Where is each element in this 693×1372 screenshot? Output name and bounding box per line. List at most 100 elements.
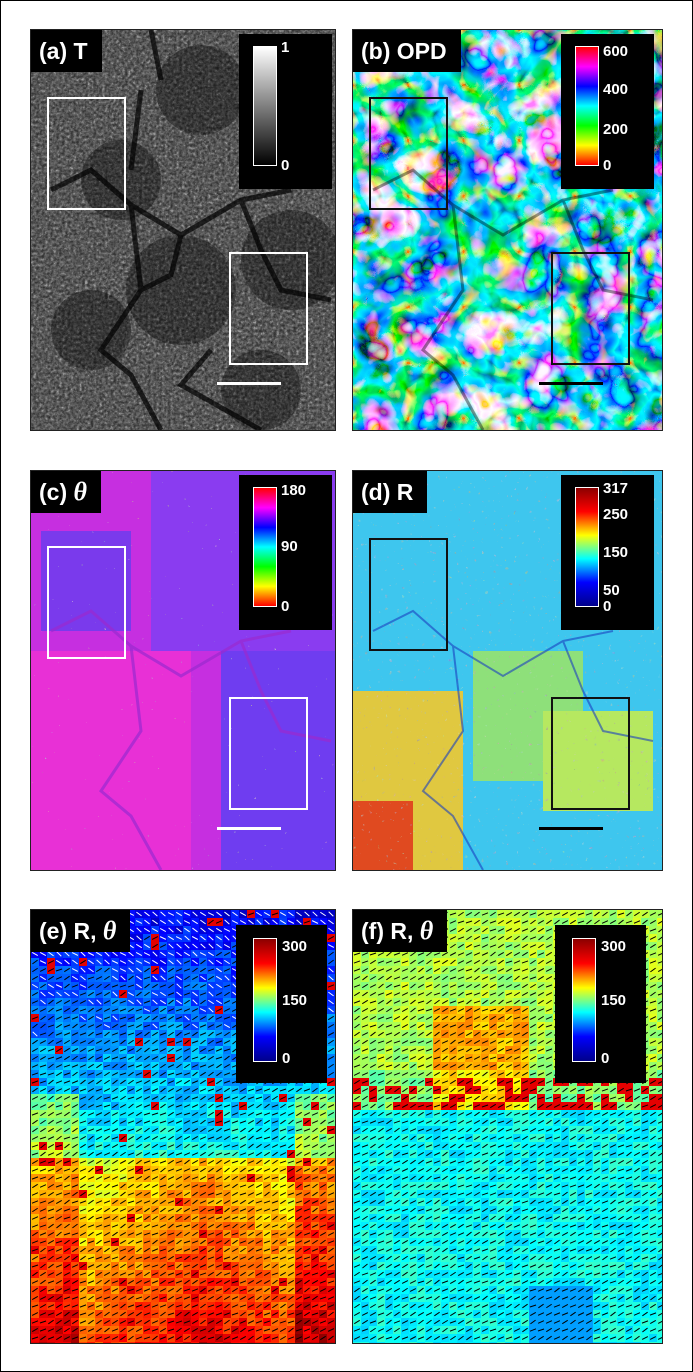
panel-e-stick: [272, 1287, 278, 1293]
panel-e-stick: [176, 1287, 182, 1293]
panel-e-stick: [87, 1304, 95, 1308]
panel-e-stick: [88, 1055, 94, 1061]
panel-e-stick: [31, 1168, 39, 1172]
panel-e-stick: [87, 976, 95, 980]
panel-e-stick: [247, 1152, 255, 1156]
panel-f-stick: [370, 959, 376, 965]
panel-e-stick: [80, 1175, 86, 1181]
panel-e-stick: [72, 1071, 78, 1077]
panel-e-stick: [223, 1104, 231, 1108]
panel-e-stick: [55, 1192, 63, 1196]
panel-e-stick: [95, 1112, 103, 1116]
panel-e-stick: [40, 1127, 46, 1133]
panel-e-stick: [272, 1183, 278, 1189]
panel-e-stick: [63, 1296, 71, 1300]
panel-e-stick: [271, 1336, 279, 1340]
panel-e-stick: [184, 1039, 190, 1045]
panel-e-stick: [55, 968, 63, 972]
panel-e-stick: [327, 984, 335, 988]
panel-e-stick: [319, 1112, 327, 1116]
panel-e-stick: [271, 912, 279, 916]
panel-e-stick: [223, 1135, 231, 1141]
panel-e-stick: [87, 952, 95, 956]
panel-e-stick: [183, 1136, 191, 1140]
panel-f-stick: [473, 952, 481, 956]
panel-e-stick: [231, 1248, 239, 1252]
panel-e-stick: [207, 912, 215, 916]
panel-f-stick: [369, 975, 377, 981]
panel-e-stick: [159, 984, 167, 988]
panel-e-stick: [288, 1183, 294, 1189]
panel-e-stick: [47, 1328, 55, 1332]
panel-e-stick: [39, 1168, 47, 1172]
panel-e-stick: [87, 1264, 95, 1268]
panel-e-stick: [192, 1023, 198, 1029]
panel-e-stick: [176, 1199, 182, 1205]
panel-e-stick: [239, 1104, 247, 1108]
panel-e-stick: [48, 1007, 54, 1013]
panel-f-stick: [417, 976, 425, 980]
panel-f-stick: [457, 960, 465, 964]
panel-e-label: (e) R, θ: [31, 910, 131, 952]
panel-e-stick: [191, 1080, 199, 1084]
panel-e-cell: [39, 1342, 47, 1343]
panel-e-stick: [48, 1255, 54, 1261]
panel-e-stick: [88, 1135, 94, 1141]
panel-e-stick: [104, 1135, 110, 1141]
panel-e-stick: [135, 1256, 143, 1260]
panel-e-stick: [151, 1160, 159, 1164]
panel-f-stick: [497, 928, 505, 932]
panel-e-stick: [296, 1183, 302, 1189]
panel-e-stick: [192, 951, 198, 957]
panel-e-stick: [111, 1328, 119, 1332]
panel-e-stick: [264, 1151, 270, 1157]
panel-e-stick: [136, 1143, 142, 1149]
panel-e-stick: [143, 1328, 151, 1332]
panel-e-stick: [191, 1144, 199, 1148]
panel-e-stick: [63, 1032, 71, 1036]
panel-e-stick: [31, 1327, 39, 1333]
panel-e-stick: [279, 1112, 287, 1116]
panel-e-stick: [183, 1088, 191, 1092]
panel-e-stick: [287, 1248, 295, 1252]
panel-e-stick: [328, 1007, 334, 1013]
panel-e-stick: [287, 1096, 295, 1100]
panel-e-stick: [128, 951, 134, 957]
panel-e-stick: [95, 992, 103, 996]
panel-e-stick: [128, 1255, 134, 1261]
panel-e-stick: [87, 1128, 95, 1132]
panel-e-stick: [304, 1287, 310, 1293]
panel-e-stick: [319, 1208, 327, 1212]
panel-e-stick: [200, 1143, 206, 1149]
panel-e-stick: [256, 1215, 262, 1221]
panel-e-stick: [215, 1096, 223, 1100]
panel-e-stick: [296, 1303, 302, 1309]
panel-e-stick: [223, 1023, 231, 1029]
panel-e-stick: [79, 1200, 87, 1204]
panel-e-stick: [72, 991, 78, 997]
panel-e-stick: [215, 1328, 223, 1332]
panel-e-stick: [55, 1104, 63, 1108]
panel-e-stick: [127, 1168, 135, 1172]
panel-e-stick: [39, 1200, 47, 1204]
panel-e-stick: [303, 1144, 311, 1148]
panel-e-stick: [127, 1279, 135, 1285]
panel-e-stick: [199, 1216, 207, 1220]
panel-e-stick: [55, 1248, 63, 1252]
panel-e-stick: [327, 944, 335, 948]
panel-e-stick: [207, 1223, 215, 1229]
panel-e-stick: [95, 1032, 103, 1036]
panel-e-stick: [223, 1152, 231, 1156]
panel-f-stick: [449, 936, 457, 940]
panel-a-roi-2: [229, 252, 308, 365]
panel-e-stick: [327, 1144, 335, 1148]
panel-e-stick: [39, 1232, 47, 1236]
panel-e-stick: [80, 1287, 86, 1293]
panel-e-stick: [239, 1199, 247, 1205]
panel-e-stick: [303, 1303, 311, 1309]
panel-e-stick: [231, 1191, 239, 1197]
panel-e-stick: [231, 1120, 239, 1124]
panel-f-stick: [554, 919, 560, 925]
panel-e-stick: [112, 975, 118, 981]
panel-e-stick: [311, 1103, 319, 1109]
